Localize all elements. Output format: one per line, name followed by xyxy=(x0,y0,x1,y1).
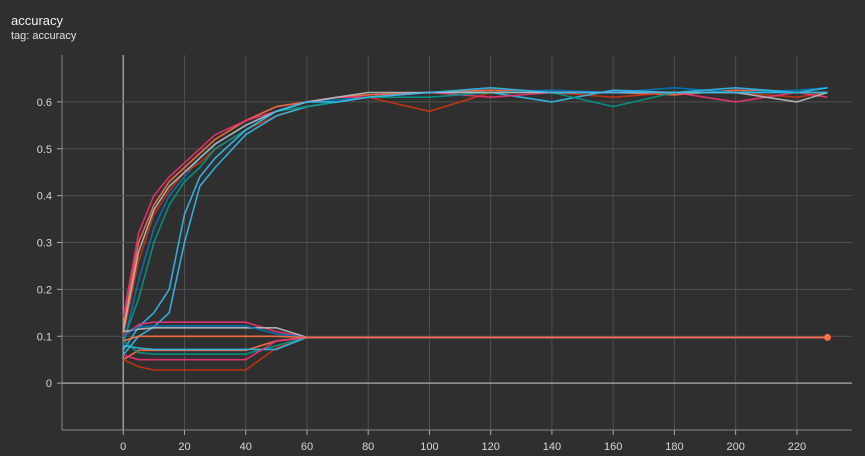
x-tick-label: 180 xyxy=(665,441,683,453)
series-line xyxy=(122,336,828,361)
x-tick-label: 140 xyxy=(543,441,561,453)
x-tick-label: 60 xyxy=(301,441,313,453)
y-tick-label: 0 xyxy=(46,378,52,390)
x-tick-label: 120 xyxy=(482,441,500,453)
x-tick-label: 0 xyxy=(120,441,126,453)
x-tick-label: 80 xyxy=(362,441,374,453)
grid xyxy=(62,55,852,430)
series-line xyxy=(122,321,828,339)
series-line xyxy=(122,336,828,361)
series-line xyxy=(123,336,828,351)
highlight-point xyxy=(824,333,832,341)
x-tick-label: 160 xyxy=(604,441,622,453)
y-tick-label: 0.6 xyxy=(37,97,52,109)
series-line xyxy=(122,335,828,342)
series-line xyxy=(122,89,828,328)
series-line xyxy=(122,87,828,346)
series-line xyxy=(122,336,828,355)
y-tick-label: 0.2 xyxy=(37,284,52,296)
axes: 0 20 40 60 80 100 120 140 160 180 200 220 0 0.1 0.2 0.3… xyxy=(37,55,852,453)
chart-title: accuracy xyxy=(11,13,64,28)
y-tick-label: 0.5 xyxy=(37,144,52,156)
y-tick-label: 0.4 xyxy=(37,191,52,203)
x-tick-label: 100 xyxy=(420,441,438,453)
chart-tag: tag: accuracy xyxy=(11,30,77,42)
x-tick-label: 40 xyxy=(240,441,252,453)
series-lines xyxy=(122,87,832,371)
series-line xyxy=(122,91,828,342)
x-tick-label: 220 xyxy=(788,441,806,453)
y-tick-label: 0.3 xyxy=(37,238,52,250)
series-line xyxy=(122,91,828,318)
y-tick-label: 0.1 xyxy=(37,331,52,343)
x-tick-label: 200 xyxy=(726,441,744,453)
x-tick-label: 20 xyxy=(178,441,190,453)
series-line xyxy=(122,87,828,351)
